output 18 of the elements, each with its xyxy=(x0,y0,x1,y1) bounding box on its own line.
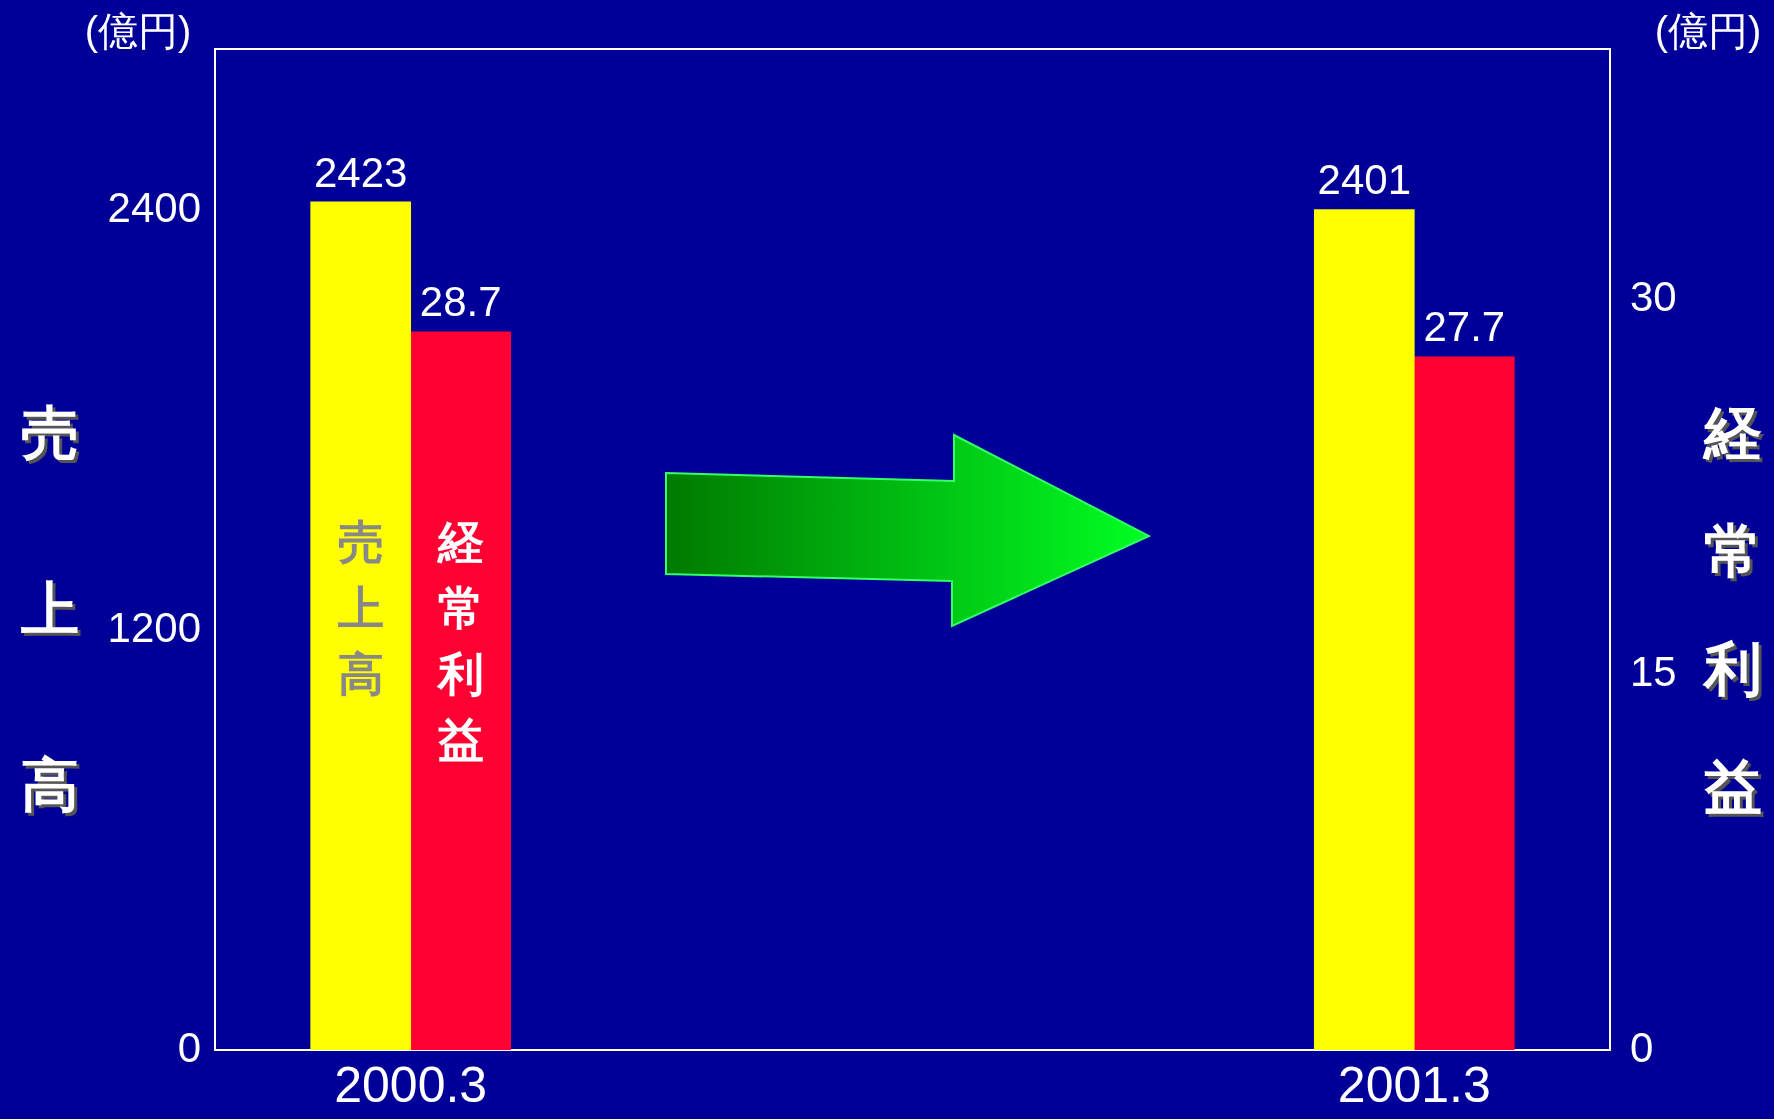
text: (億円) xyxy=(84,9,192,54)
y-tick-label: 2400 xyxy=(107,183,201,231)
series-label: 売上高 xyxy=(337,515,384,700)
data-label: 2423 xyxy=(313,148,408,196)
series-label: 経常利益 xyxy=(435,515,484,766)
text: (億円) xyxy=(1654,9,1762,54)
data-label: 28.7 xyxy=(419,278,502,326)
x-tick-label: 2000.3 xyxy=(334,1056,488,1113)
y2-tick-label: 30 xyxy=(1630,272,1677,320)
y-tick-label: 1200 xyxy=(107,603,201,651)
y-tick-label: 0 xyxy=(177,1023,201,1071)
text: 売上高 xyxy=(21,400,79,817)
x-tick-label: 2001.3 xyxy=(1337,1056,1491,1113)
data-label: 27.7 xyxy=(1423,303,1506,351)
y2-tick-label: 0 xyxy=(1630,1023,1654,1071)
y2-tick-label: 15 xyxy=(1630,648,1677,696)
data-label: 2401 xyxy=(1317,156,1412,204)
text: 経常利益 xyxy=(1704,400,1762,819)
